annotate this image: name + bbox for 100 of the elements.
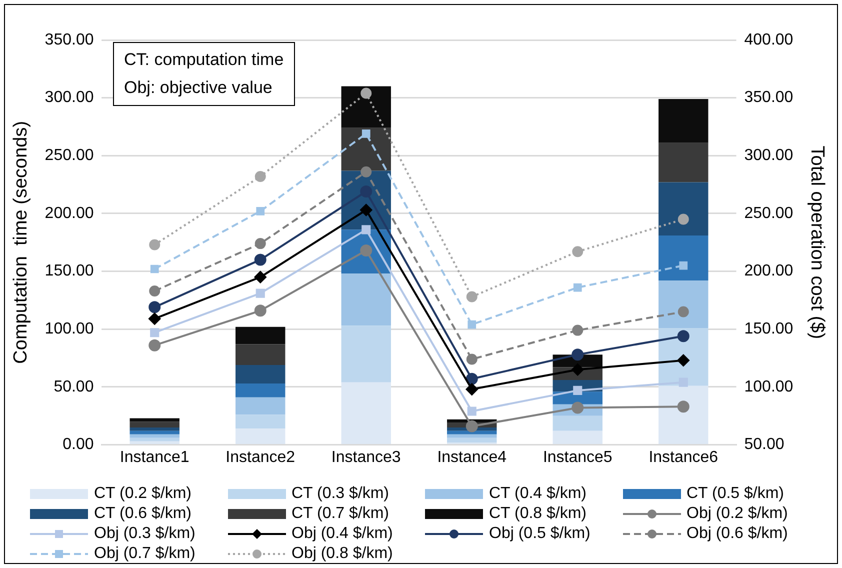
- bar: [658, 142, 708, 182]
- legend-label: CT (0.4 $/km): [489, 484, 586, 502]
- y-tick-label: 200.00: [44, 204, 94, 222]
- bar: [341, 274, 391, 326]
- point: [466, 383, 478, 396]
- x-tick-label: Instance1: [120, 448, 190, 466]
- bar: [552, 430, 602, 444]
- x-tick-label: Instance5: [542, 448, 612, 466]
- bar: [236, 364, 286, 384]
- y-tick-label: 150.00: [44, 262, 94, 280]
- point: [362, 130, 370, 138]
- bar: [236, 384, 286, 398]
- point: [677, 354, 690, 366]
- point: [466, 354, 478, 365]
- point: [254, 304, 266, 317]
- bar: [236, 397, 286, 415]
- legend-label: CT (0.6 $/km): [94, 504, 192, 522]
- y-tick-label: 50.00: [54, 378, 94, 396]
- legend-label: CT (0.3 $/km): [292, 484, 389, 502]
- bar: [236, 428, 286, 444]
- bar: [130, 422, 180, 428]
- y-tick-label: 350.00: [44, 31, 94, 48]
- legend-label: Obj (0.8 $/km): [292, 544, 393, 562]
- point: [468, 320, 476, 329]
- y-axis-title: Computation time (seconds): [10, 120, 32, 364]
- legend-label: CT (0.5 $/km): [686, 484, 784, 502]
- legend-label: Obj (0.6 $/km): [686, 524, 788, 542]
- y2-tick-label: 250.00: [744, 204, 794, 222]
- legend-label: Obj (0.2 $/km): [686, 504, 788, 522]
- bar: [658, 235, 708, 281]
- point: [360, 204, 372, 216]
- legend-label: CT (0.8 $/km): [489, 504, 586, 522]
- point: [572, 402, 584, 414]
- annotation: CT: computation time: [124, 49, 284, 71]
- bar: [236, 344, 286, 365]
- point: [360, 166, 372, 178]
- bar: [130, 438, 180, 442]
- point: [677, 330, 690, 342]
- y2-tick-label: 150.00: [744, 320, 794, 338]
- point: [573, 386, 582, 395]
- point: [254, 254, 266, 266]
- annotation: Obj: objective value: [124, 77, 274, 99]
- point: [678, 214, 689, 225]
- bar: [658, 386, 708, 444]
- point: [148, 312, 161, 325]
- point: [150, 264, 159, 274]
- point: [466, 420, 478, 432]
- point: [149, 285, 160, 296]
- legend-label: CT (0.7 $/km): [292, 504, 389, 522]
- point: [148, 339, 161, 352]
- bar: [130, 418, 180, 422]
- point: [360, 186, 372, 198]
- legend-label: Obj (0.5 $/km): [489, 524, 590, 542]
- y2-tick-label: 350.00: [744, 89, 794, 106]
- y-tick-label: 250.00: [44, 147, 94, 164]
- legend-label: Obj (0.3 $/km): [94, 524, 196, 542]
- point: [362, 225, 371, 234]
- bar: [552, 416, 602, 431]
- point: [467, 406, 476, 416]
- bar: [658, 182, 708, 236]
- y2-tick-label: 50.00: [744, 436, 784, 454]
- point: [150, 328, 160, 338]
- bar: [341, 326, 391, 382]
- x-tick-label: Instance4: [437, 448, 507, 466]
- point: [360, 88, 372, 99]
- point: [254, 271, 266, 284]
- point: [679, 261, 688, 270]
- x-tick-label: Instance2: [226, 448, 296, 466]
- x-tick-label: Instance3: [331, 448, 401, 466]
- legend-label: Obj (0.4 $/km): [292, 524, 393, 542]
- point: [466, 372, 478, 385]
- point: [678, 306, 689, 318]
- bar: [658, 280, 708, 328]
- y2-tick-label: 400.00: [744, 31, 794, 48]
- point: [256, 288, 265, 298]
- point: [254, 238, 266, 250]
- point: [466, 291, 478, 302]
- y2-tick-label: 300.00: [744, 147, 794, 164]
- point: [573, 283, 582, 292]
- x-tick-label: Instance6: [648, 448, 718, 466]
- point: [572, 324, 584, 336]
- point: [149, 239, 160, 250]
- bar: [447, 438, 497, 442]
- point: [678, 378, 688, 387]
- legend-label: Obj (0.7 $/km): [94, 544, 196, 562]
- point: [148, 301, 161, 314]
- point: [572, 246, 584, 258]
- bar: [130, 434, 180, 438]
- y-tick-label: 300.00: [44, 89, 94, 106]
- point: [256, 206, 265, 216]
- point: [677, 400, 690, 413]
- bar: [658, 98, 708, 143]
- bar: [236, 326, 286, 344]
- y2-tick-label: 200.00: [744, 262, 794, 280]
- legend-label: CT (0.2 $/km): [94, 484, 192, 502]
- bar: [341, 86, 391, 128]
- bar: [130, 441, 180, 444]
- bar: [447, 430, 497, 434]
- bar: [447, 434, 497, 438]
- y2-tick-label: 100.00: [744, 378, 794, 396]
